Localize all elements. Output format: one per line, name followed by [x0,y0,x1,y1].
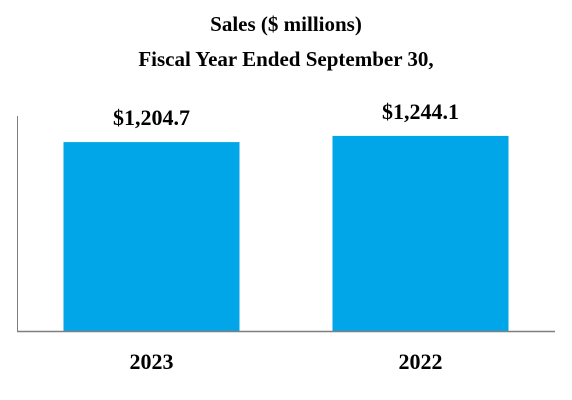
data-label-2023: $1,204.7 [113,105,190,130]
data-label-2022: $1,244.1 [382,99,459,124]
x-tick-labels-layer: 2023 2022 [130,349,443,374]
bar-2023 [63,142,240,331]
chart-subtitle: Fiscal Year Ended September 30, [138,47,433,71]
x-tick-label-2023: 2023 [130,349,174,374]
bars-layer [63,135,509,331]
bar-2022 [332,135,509,331]
chart-title: Sales ($ millions) [210,12,362,36]
x-tick-label-2022: 2022 [399,349,443,374]
data-labels-layer: $1,204.7 $1,244.1 [113,99,459,130]
